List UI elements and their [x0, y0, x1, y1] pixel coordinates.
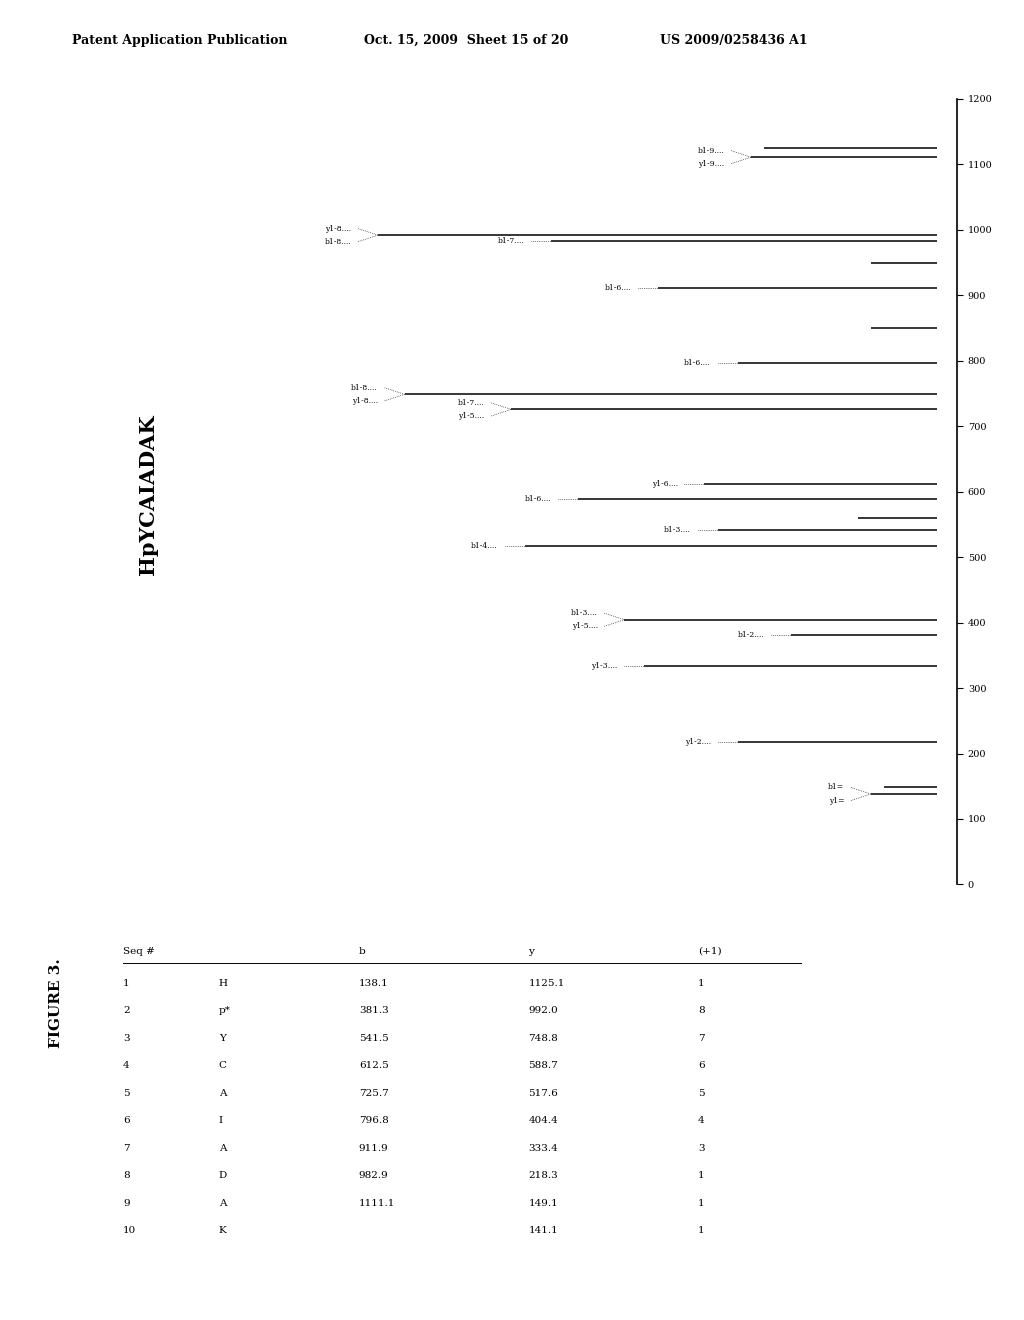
Text: Patent Application Publication: Patent Application Publication: [72, 33, 287, 46]
Text: b1=: b1=: [828, 784, 844, 792]
Text: y1-8....: y1-8....: [326, 224, 351, 232]
Text: 138.1: 138.1: [358, 979, 388, 987]
Text: b1-7....: b1-7....: [498, 238, 524, 246]
Text: 992.0: 992.0: [528, 1006, 558, 1015]
Text: 5: 5: [698, 1089, 705, 1098]
Text: y1-2....: y1-2....: [685, 738, 711, 746]
Text: b1-7....: b1-7....: [458, 399, 484, 407]
Text: 7: 7: [123, 1144, 129, 1152]
Text: y1-5....: y1-5....: [459, 412, 484, 420]
Text: 748.8: 748.8: [528, 1034, 558, 1043]
Text: K: K: [219, 1226, 226, 1236]
Text: y1-6....: y1-6....: [651, 479, 678, 487]
Text: b1-3....: b1-3....: [571, 609, 598, 618]
Text: Oct. 15, 2009  Sheet 15 of 20: Oct. 15, 2009 Sheet 15 of 20: [364, 33, 568, 46]
Text: b1-4....: b1-4....: [471, 541, 498, 549]
Text: 3: 3: [123, 1034, 129, 1043]
Text: y1-5....: y1-5....: [571, 622, 598, 630]
Text: 1: 1: [698, 1226, 705, 1236]
Text: 9: 9: [123, 1199, 129, 1208]
Text: Seq #: Seq #: [123, 946, 155, 956]
Text: C: C: [219, 1061, 226, 1071]
Text: I: I: [219, 1117, 223, 1126]
Text: b1-9....: b1-9....: [697, 147, 724, 154]
Text: 1: 1: [123, 979, 129, 987]
Text: y1-3....: y1-3....: [592, 663, 617, 671]
Text: A: A: [219, 1144, 226, 1152]
Text: 10: 10: [123, 1226, 136, 1236]
Text: A: A: [219, 1089, 226, 1098]
Text: 141.1: 141.1: [528, 1226, 558, 1236]
Text: 3: 3: [698, 1144, 705, 1152]
Text: b1-3....: b1-3....: [665, 525, 691, 535]
Text: 149.1: 149.1: [528, 1199, 558, 1208]
Text: 8: 8: [698, 1006, 705, 1015]
Text: 541.5: 541.5: [358, 1034, 388, 1043]
Text: y1=: y1=: [828, 796, 844, 805]
Text: b1-8....: b1-8....: [351, 384, 378, 392]
Text: 1: 1: [698, 1171, 705, 1180]
Text: 725.7: 725.7: [358, 1089, 388, 1098]
Text: 381.3: 381.3: [358, 1006, 388, 1015]
Text: 1: 1: [698, 979, 705, 987]
Text: 6: 6: [123, 1117, 129, 1126]
Text: 6: 6: [698, 1061, 705, 1071]
Text: 1111.1: 1111.1: [358, 1199, 395, 1208]
Text: 911.9: 911.9: [358, 1144, 388, 1152]
Text: 2: 2: [123, 1006, 129, 1015]
Text: Y: Y: [219, 1034, 225, 1043]
Text: US 2009/0258436 A1: US 2009/0258436 A1: [660, 33, 808, 46]
Text: 333.4: 333.4: [528, 1144, 558, 1152]
Text: y1-8....: y1-8....: [352, 397, 378, 405]
Text: FIGURE 3.: FIGURE 3.: [49, 958, 63, 1048]
Text: y: y: [528, 946, 535, 956]
Text: D: D: [219, 1171, 227, 1180]
Text: 1: 1: [698, 1199, 705, 1208]
Text: 404.4: 404.4: [528, 1117, 558, 1126]
Text: b1-6....: b1-6....: [604, 284, 631, 292]
Text: 4: 4: [698, 1117, 705, 1126]
Text: b1-2....: b1-2....: [737, 631, 764, 639]
Text: 796.8: 796.8: [358, 1117, 388, 1126]
Text: A: A: [219, 1199, 226, 1208]
Text: 218.3: 218.3: [528, 1171, 558, 1180]
Text: 7: 7: [698, 1034, 705, 1043]
Text: b: b: [358, 946, 366, 956]
Text: y1-9....: y1-9....: [698, 160, 724, 168]
Text: 5: 5: [123, 1089, 129, 1098]
Text: 8: 8: [123, 1171, 129, 1180]
Text: 588.7: 588.7: [528, 1061, 558, 1071]
Text: HpYCAIADAK: HpYCAIADAK: [138, 414, 159, 576]
Text: 1125.1: 1125.1: [528, 979, 565, 987]
Text: (+1): (+1): [698, 946, 722, 956]
Text: 517.6: 517.6: [528, 1089, 558, 1098]
Text: 982.9: 982.9: [358, 1171, 388, 1180]
Text: b1-6....: b1-6....: [684, 359, 711, 367]
Text: H: H: [219, 979, 227, 987]
Text: b1-8....: b1-8....: [325, 238, 351, 246]
Text: b1-6....: b1-6....: [524, 495, 551, 503]
Text: 612.5: 612.5: [358, 1061, 388, 1071]
Text: p*: p*: [219, 1006, 230, 1015]
Text: 4: 4: [123, 1061, 129, 1071]
